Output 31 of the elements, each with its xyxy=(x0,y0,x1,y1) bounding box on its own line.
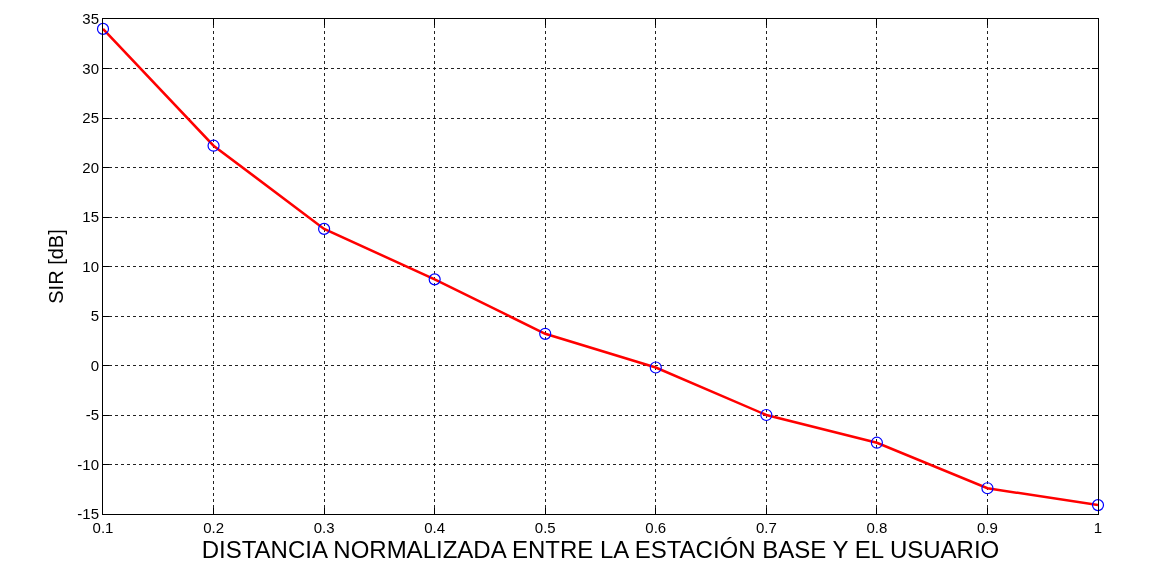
point xyxy=(539,327,552,340)
y-tick-label: 20 xyxy=(82,158,99,176)
x-tick-label: 0.5 xyxy=(534,519,556,536)
x-tick-label: 0.3 xyxy=(313,519,335,536)
x-tick-label: 0.6 xyxy=(645,519,667,536)
point xyxy=(207,139,220,152)
x-tick-label: 0.9 xyxy=(977,519,998,536)
y-tick-label: 15 xyxy=(82,208,99,226)
y-tick-label: -10 xyxy=(77,455,99,473)
point xyxy=(760,408,773,422)
y-axis-title: SIR [dB] xyxy=(44,229,67,304)
y-tick-label: 0 xyxy=(90,356,99,374)
y-tick-label: 10 xyxy=(82,257,99,275)
y-tick-label: 30 xyxy=(82,59,99,77)
point xyxy=(1091,498,1105,512)
point xyxy=(981,482,994,495)
point xyxy=(649,361,662,374)
y-tick-label: 25 xyxy=(82,109,99,127)
point xyxy=(96,22,110,35)
y-tick-label: 5 xyxy=(90,307,99,325)
point xyxy=(428,273,441,286)
y-tick-label: 35 xyxy=(82,10,99,28)
x-axis-title: DISTANCIA NORMALIZADA ENTRE LA ESTACIÓN BASE Y EL USUARIO xyxy=(201,536,1000,563)
y-tick-label: -5 xyxy=(85,406,99,424)
x-tick-label: 0.4 xyxy=(424,519,446,536)
point xyxy=(318,222,331,235)
x-tick-label: 0.8 xyxy=(866,519,888,536)
x-tick-label: 0.2 xyxy=(203,519,224,536)
point xyxy=(870,436,883,449)
x-tick-label: 0.7 xyxy=(755,519,777,536)
x-tick-label: 1 xyxy=(1093,519,1103,536)
